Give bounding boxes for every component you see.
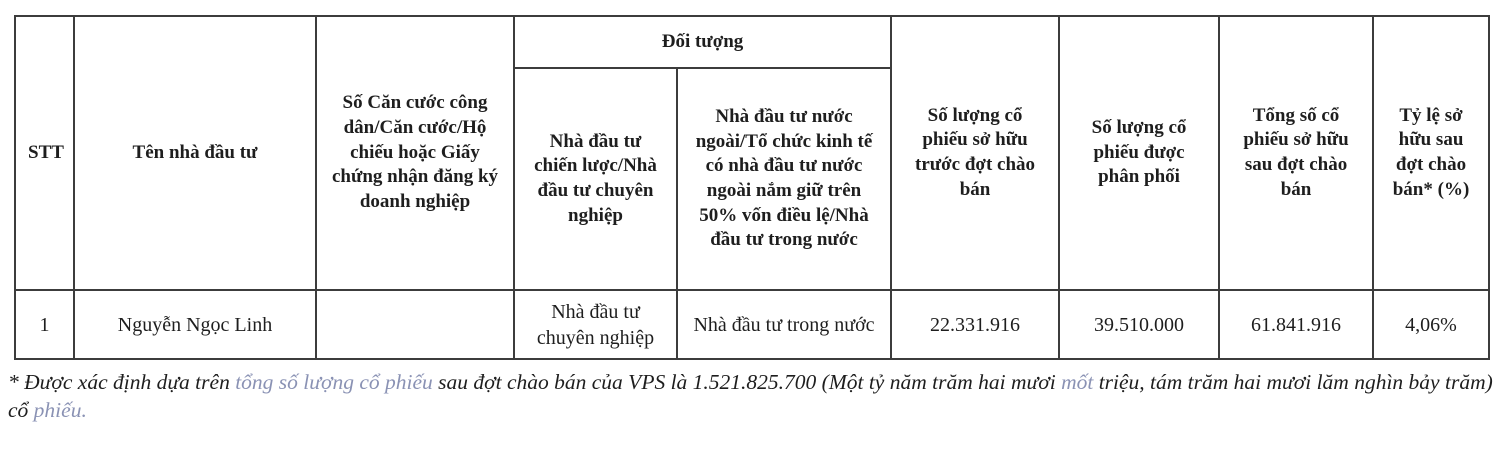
- investor-allocation-table: STT Tên nhà đầu tư Số Căn cước công dân/…: [14, 15, 1491, 360]
- header-id-number: Số Căn cước công dân/Căn cước/Hộ chiếu h…: [315, 15, 515, 291]
- header-subject-group: Đối tượng: [512, 15, 893, 69]
- footnote-segment-highlighted: tổng số lượng cổ phiếu: [235, 370, 433, 394]
- footnote-segment-highlighted: mốt: [1061, 370, 1094, 394]
- footnote-segment: * Được xác định dựa trên: [8, 370, 236, 394]
- table-row: 1 Nguyễn Ngọc Linh Nhà đầu tư chuyên ngh…: [14, 289, 1491, 360]
- footnote-segment: sau đợt chào bán của VPS là 1.521.825.70…: [432, 370, 1062, 394]
- cell-ownership-after: 4,06%: [1372, 289, 1491, 360]
- footnote: * Được xác định dựa trên tổng số lượng c…: [8, 369, 1494, 425]
- document-page: STT Tên nhà đầu tư Số Căn cước công dân/…: [0, 15, 1500, 450]
- header-shares-before: Số lượng cổ phiếu sở hữu trước đợt chào …: [890, 15, 1061, 291]
- header-ownership-after: Tỷ lệ sở hữu sau đợt chào bán* (%): [1372, 15, 1491, 291]
- header-foreign-domestic: Nhà đầu tư nước ngoài/Tổ chức kinh tế có…: [675, 67, 893, 291]
- table-header: STT Tên nhà đầu tư Số Căn cước công dân/…: [14, 15, 1491, 291]
- cell-shares-after-total: 61.841.916: [1218, 289, 1375, 360]
- cell-id-number: [315, 289, 515, 360]
- header-investor-name: Tên nhà đầu tư: [73, 15, 317, 291]
- header-shares-after-total: Tổng số cổ phiếu sở hữu sau đợt chào bán: [1218, 15, 1375, 291]
- cell-shares-before: 22.331.916: [890, 289, 1061, 360]
- header-row-sub: Nhà đầu tư chiến lược/Nhà đầu tư chuyên …: [15, 67, 1489, 291]
- cell-investor-name: Nguyễn Ngọc Linh: [73, 289, 317, 360]
- cell-stt: 1: [14, 289, 75, 360]
- header-shares-distributed: Số lượng cổ phiếu được phân phối: [1058, 15, 1221, 291]
- footnote-segment-highlighted: phiếu.: [33, 397, 87, 422]
- footnote-segment: triệu, tám trăm hai mươi lăm nghìn bảy t…: [8, 370, 1493, 422]
- header-strategic-professional: Nhà đầu tư chiến lược/Nhà đầu tư chuyên …: [513, 67, 678, 291]
- cell-shares-distributed: 39.510.000: [1058, 289, 1221, 360]
- header-stt: STT: [14, 15, 75, 291]
- cell-foreign-domestic: Nhà đầu tư trong nước: [675, 289, 893, 360]
- table-body: 1 Nguyễn Ngọc Linh Nhà đầu tư chuyên ngh…: [14, 289, 1491, 360]
- cell-strategic-professional: Nhà đầu tư chuyên nghiệp: [513, 289, 678, 360]
- header-row-top: STT Tên nhà đầu tư Số Căn cước công dân/…: [14, 15, 1491, 291]
